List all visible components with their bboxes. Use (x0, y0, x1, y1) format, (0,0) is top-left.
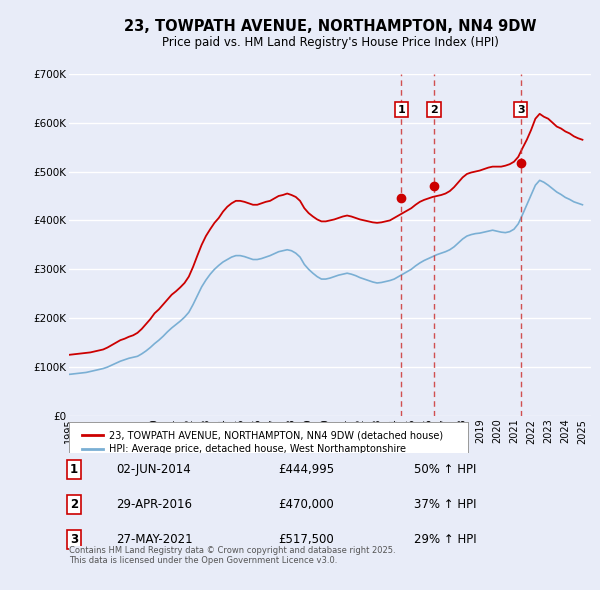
Text: 27-MAY-2021: 27-MAY-2021 (116, 533, 193, 546)
Text: 2: 2 (430, 104, 438, 114)
Legend: 23, TOWPATH AVENUE, NORTHAMPTON, NN4 9DW (detached house), HPI: Average price, d: 23, TOWPATH AVENUE, NORTHAMPTON, NN4 9DW… (78, 427, 447, 458)
Text: 2: 2 (70, 498, 78, 511)
Text: 29-APR-2016: 29-APR-2016 (116, 498, 192, 511)
Text: 3: 3 (70, 533, 78, 546)
Text: £470,000: £470,000 (278, 498, 334, 511)
Text: 1: 1 (397, 104, 405, 114)
Text: 23, TOWPATH AVENUE, NORTHAMPTON, NN4 9DW: 23, TOWPATH AVENUE, NORTHAMPTON, NN4 9DW (124, 19, 536, 34)
Text: 50% ↑ HPI: 50% ↑ HPI (413, 463, 476, 476)
Text: 1: 1 (70, 463, 78, 476)
Text: Contains HM Land Registry data © Crown copyright and database right 2025.
This d: Contains HM Land Registry data © Crown c… (69, 546, 395, 565)
Text: 02-JUN-2014: 02-JUN-2014 (116, 463, 191, 476)
Text: 3: 3 (517, 104, 524, 114)
Text: Price paid vs. HM Land Registry's House Price Index (HPI): Price paid vs. HM Land Registry's House … (161, 36, 499, 49)
Text: 37% ↑ HPI: 37% ↑ HPI (413, 498, 476, 511)
Text: £517,500: £517,500 (278, 533, 334, 546)
Text: 29% ↑ HPI: 29% ↑ HPI (413, 533, 476, 546)
Text: £444,995: £444,995 (278, 463, 334, 476)
